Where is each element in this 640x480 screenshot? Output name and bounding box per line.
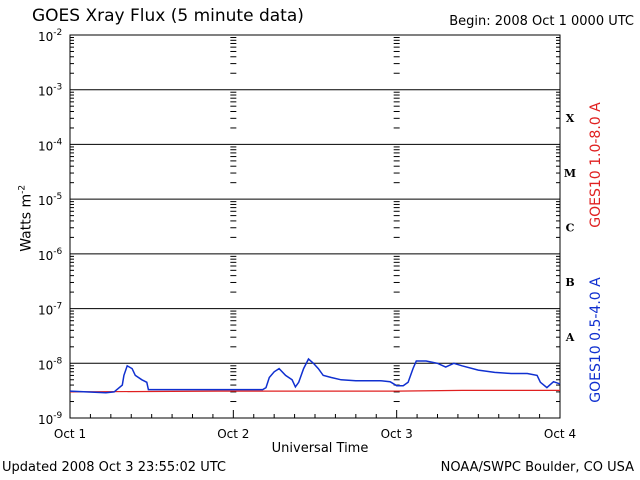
y-tick-exponent: -5 xyxy=(53,192,62,202)
plot-frame xyxy=(69,34,561,419)
y-tick-exponent: -8 xyxy=(53,356,62,366)
series-line-short xyxy=(69,357,561,394)
x-tick-label: Oct 1 xyxy=(54,427,86,441)
y-tick-base: 10 xyxy=(38,249,53,263)
y-tick-label: 10-7 xyxy=(38,302,62,318)
flare-class-label: A xyxy=(565,331,575,344)
x-tick-label: Oct 3 xyxy=(381,427,413,441)
source-credit: NOAA/SWPC Boulder, CO USA xyxy=(440,460,634,475)
updated-time: Updated 2008 Oct 3 23:55:02 UTC xyxy=(2,460,226,475)
y-tick-exponent: -9 xyxy=(53,411,62,421)
y-tick-exponent: -4 xyxy=(53,137,62,147)
x-tick-label: Oct 2 xyxy=(217,427,249,441)
flare-class-label: X xyxy=(566,112,575,125)
begin-time: Begin: 2008 Oct 1 0000 UTC xyxy=(449,14,634,29)
y-tick-base: 10 xyxy=(38,413,53,427)
y-tick-base: 10 xyxy=(38,194,53,208)
y-tick-exponent: -6 xyxy=(53,247,62,257)
y-tick-label: 10-6 xyxy=(38,247,63,263)
y-tick-exponent: -3 xyxy=(53,83,62,93)
y-tick-base: 10 xyxy=(38,304,53,318)
flare-class-label: M xyxy=(564,167,576,180)
y-tick-label: 10-9 xyxy=(38,411,63,427)
y-tick-exponent: -7 xyxy=(53,302,62,312)
y-tick-label: 10-4 xyxy=(38,137,63,153)
flare-class-label: B xyxy=(565,276,574,289)
y-tick-label: 10-5 xyxy=(38,192,62,208)
series-line-long xyxy=(69,389,560,393)
x-axis-label: Universal Time xyxy=(271,441,369,456)
y-tick-label: 10-8 xyxy=(38,356,63,372)
y-tick-label: 10-3 xyxy=(38,83,62,99)
legend-label: GOES10 0.5-4.0 A xyxy=(588,277,604,403)
flare-class-label: C xyxy=(566,222,575,235)
y-tick-exponent: -2 xyxy=(53,28,62,38)
y-tick-base: 10 xyxy=(38,85,53,99)
chart-title: GOES Xray Flux (5 minute data) xyxy=(32,6,304,26)
y-tick-base: 10 xyxy=(38,30,53,44)
y-tick-label: 10-2 xyxy=(38,28,62,44)
x-tick-label: Oct 4 xyxy=(544,427,576,441)
legend-label: GOES10 1.0-8.0 A xyxy=(588,102,604,228)
y-tick-base: 10 xyxy=(38,358,53,372)
y-tick-base: 10 xyxy=(38,139,53,153)
